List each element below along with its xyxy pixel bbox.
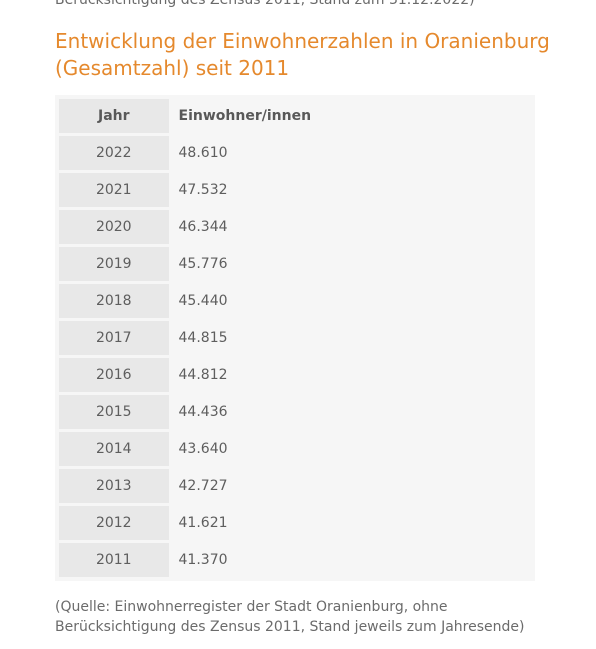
table-header-row: Jahr Einwohner/innen: [59, 99, 535, 136]
table-row: 2015 44.436: [59, 395, 535, 432]
population-cell: 45.776: [168, 247, 535, 284]
year-cell: 2022: [59, 136, 169, 173]
population-table: Jahr Einwohner/innen 2022 48.610 2021 47…: [59, 99, 535, 577]
year-cell: 2012: [59, 506, 169, 543]
table-row: 2011 41.370: [59, 543, 535, 577]
source-note: (Quelle: Einwohnerregister der Stadt Ora…: [55, 599, 525, 635]
year-cell: 2015: [59, 395, 169, 432]
population-cell: 44.815: [168, 321, 535, 358]
table-row: 2020 46.344: [59, 210, 535, 247]
year-cell: 2020: [59, 210, 169, 247]
population-cell: 47.532: [168, 173, 535, 210]
table-row: 2021 47.532: [59, 173, 535, 210]
year-cell: 2018: [59, 284, 169, 321]
table-row: 2013 42.727: [59, 469, 535, 506]
population-cell: 44.436: [168, 395, 535, 432]
year-cell: 2013: [59, 469, 169, 506]
table-row: 2022 48.610: [59, 136, 535, 173]
year-cell: 2021: [59, 173, 169, 210]
population-cell: 41.621: [168, 506, 535, 543]
population-table-container: Jahr Einwohner/innen 2022 48.610 2021 47…: [55, 95, 535, 581]
table-row: 2019 45.776: [59, 247, 535, 284]
year-cell: 2014: [59, 432, 169, 469]
population-cell: 44.812: [168, 358, 535, 395]
table-row: 2016 44.812: [59, 358, 535, 395]
table-row: 2014 43.640: [59, 432, 535, 469]
year-cell: 2011: [59, 543, 169, 577]
table-row: 2012 41.621: [59, 506, 535, 543]
population-cell: 45.440: [168, 284, 535, 321]
population-column-header: Einwohner/innen: [168, 99, 535, 136]
year-cell: 2017: [59, 321, 169, 358]
population-cell: 48.610: [168, 136, 535, 173]
population-cell: 41.370: [168, 543, 535, 577]
year-cell: 2016: [59, 358, 169, 395]
table-row: 2018 45.440: [59, 284, 535, 321]
population-heading: Entwicklung der Einwohnerzahlen in Orani…: [55, 29, 550, 80]
population-cell: 43.640: [168, 432, 535, 469]
table-row: 2017 44.815: [59, 321, 535, 358]
previous-source-line: Berücksichtigung des Zensus 2011, Stand …: [55, 0, 475, 8]
population-cell: 46.344: [168, 210, 535, 247]
population-cell: 42.727: [168, 469, 535, 506]
year-column-header: Jahr: [59, 99, 169, 136]
year-cell: 2019: [59, 247, 169, 284]
